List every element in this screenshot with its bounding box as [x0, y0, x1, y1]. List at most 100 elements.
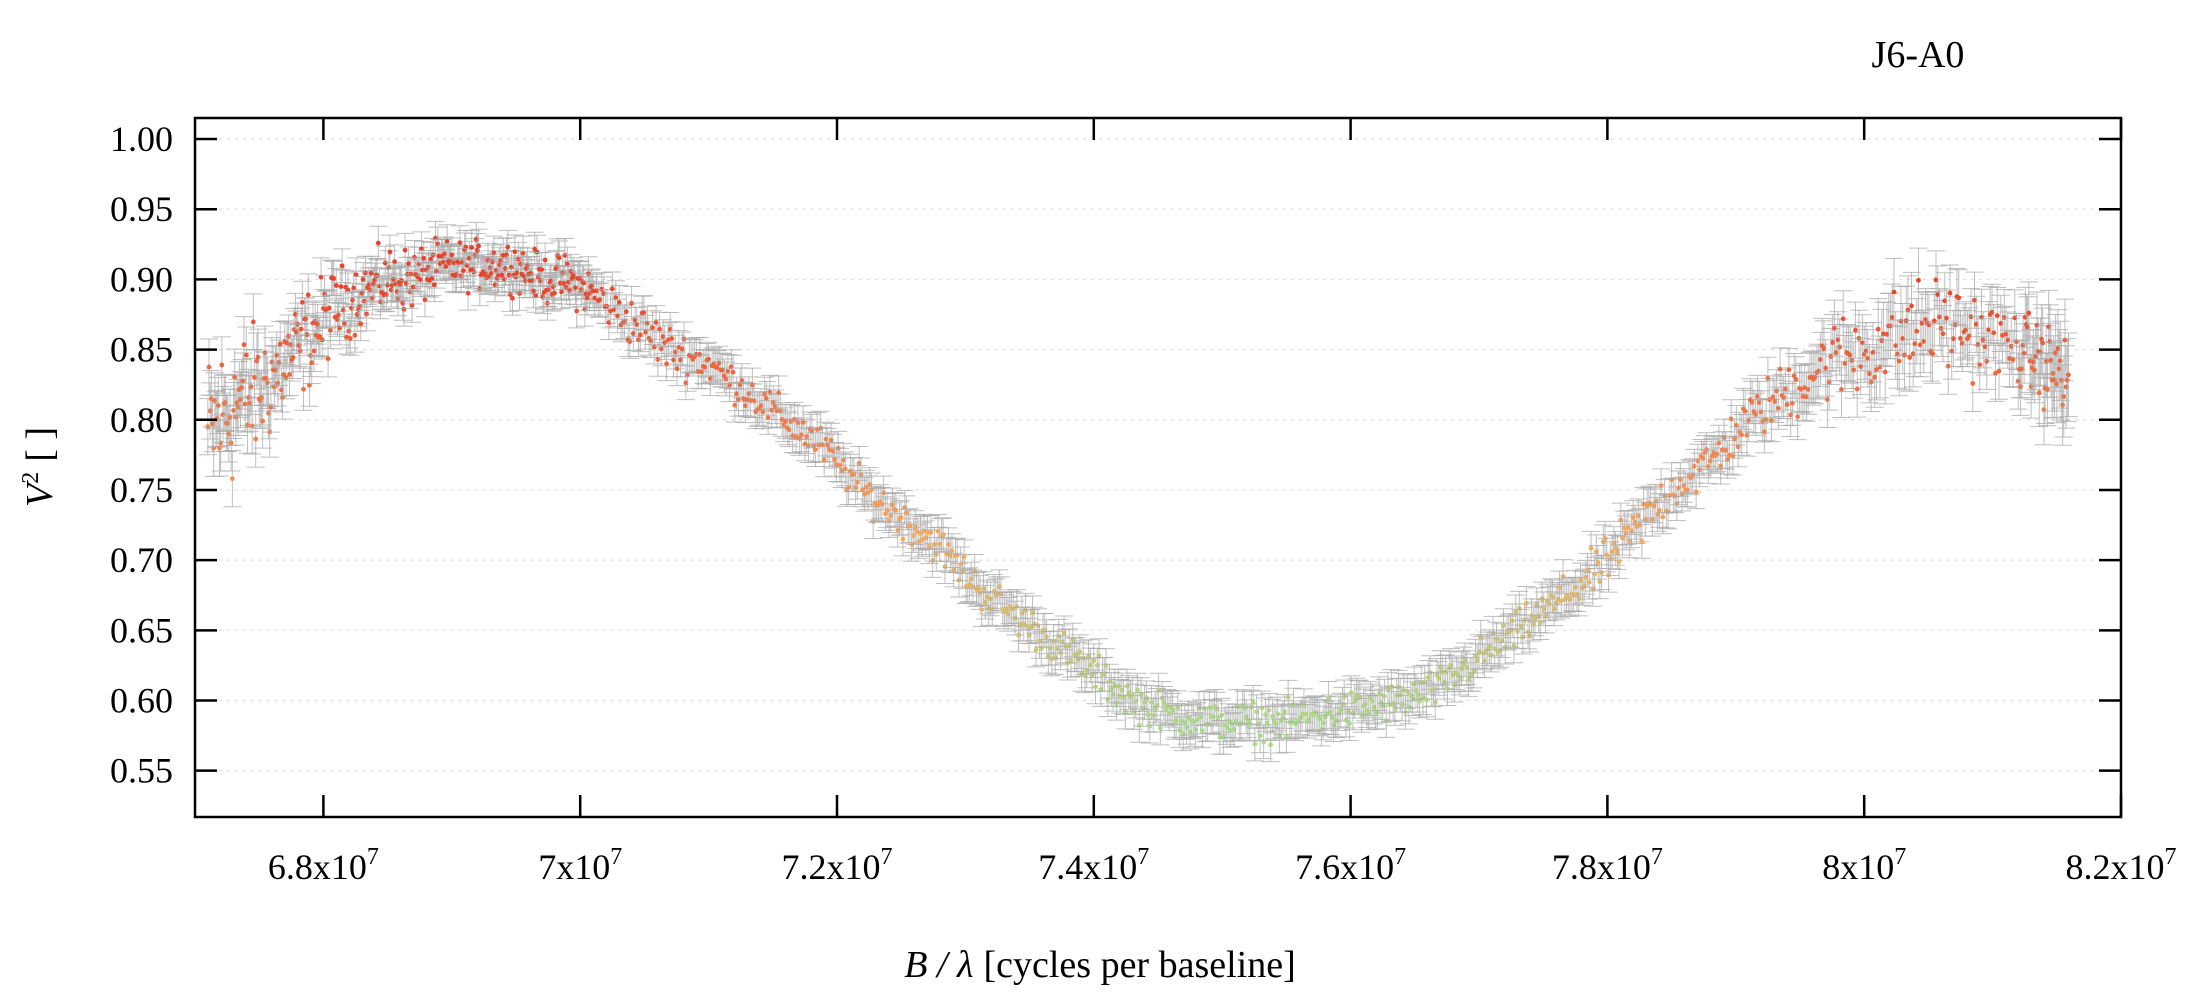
data-marker — [1157, 725, 1163, 731]
data-point — [1221, 713, 1240, 748]
data-marker — [1474, 658, 1480, 664]
data-marker — [253, 436, 259, 442]
data-point — [774, 407, 793, 443]
data-marker — [350, 297, 355, 303]
data-marker — [239, 385, 245, 391]
data-point — [904, 518, 923, 553]
data-marker — [793, 434, 799, 439]
data-point — [1629, 498, 1648, 534]
data-point — [1119, 675, 1138, 710]
data-marker — [240, 378, 246, 384]
data-marker — [292, 312, 298, 317]
data-marker — [1122, 709, 1128, 715]
data-marker — [1660, 514, 1666, 520]
data-marker — [900, 536, 906, 542]
data-point — [1531, 605, 1550, 640]
data-point — [1368, 695, 1387, 730]
data-point — [1132, 677, 1151, 712]
data-point — [1431, 650, 1450, 685]
data-point — [503, 280, 522, 316]
data-marker — [630, 331, 636, 336]
data-marker — [268, 404, 274, 410]
data-point — [1027, 632, 1046, 668]
data-marker — [1499, 638, 1505, 644]
data-point — [1184, 704, 1203, 740]
data-marker — [1586, 579, 1592, 585]
data-marker — [1436, 676, 1442, 681]
data-point — [1426, 685, 1445, 720]
data-point — [1158, 689, 1177, 724]
data-point — [1291, 700, 1310, 736]
data-marker — [301, 386, 306, 392]
data-point — [1650, 493, 1669, 528]
data-marker — [1511, 643, 1517, 649]
data-marker — [337, 325, 343, 331]
data-marker — [1275, 711, 1281, 717]
data-point — [1256, 697, 1275, 733]
data-marker — [338, 284, 344, 289]
data-point — [962, 561, 981, 597]
data-marker — [335, 317, 340, 322]
data-marker — [1077, 649, 1083, 655]
data-marker — [546, 287, 552, 293]
data-marker — [250, 319, 256, 325]
data-point — [1554, 559, 1573, 594]
data-point — [1736, 389, 1755, 433]
data-marker — [1413, 688, 1419, 693]
data-point — [692, 354, 711, 390]
data-point — [341, 321, 360, 356]
data-point — [1363, 683, 1382, 719]
data-marker — [297, 348, 303, 354]
data-marker — [1016, 632, 1021, 638]
data-point — [1406, 673, 1425, 708]
data-marker — [1557, 585, 1562, 591]
data-point — [1631, 507, 1650, 543]
data-marker — [1030, 610, 1035, 616]
data-point — [1566, 569, 1585, 605]
data-marker — [1119, 687, 1125, 693]
data-point — [820, 432, 839, 468]
data-marker — [1375, 710, 1380, 715]
data-marker — [1723, 448, 1729, 453]
data-point — [662, 321, 681, 356]
data-point — [1086, 669, 1105, 705]
data-marker — [1269, 713, 1275, 719]
data-marker — [1268, 742, 1274, 748]
data-point — [1403, 681, 1422, 717]
data-marker — [830, 448, 836, 454]
data-point — [1335, 679, 1354, 715]
data-marker — [1625, 525, 1631, 530]
data-marker — [514, 270, 520, 276]
data-marker — [1466, 677, 1471, 682]
data-marker — [837, 462, 843, 468]
data-marker — [375, 240, 381, 246]
data-marker — [1399, 701, 1405, 707]
data-marker — [1061, 630, 1067, 636]
data-marker — [932, 542, 937, 547]
data-marker — [1595, 559, 1601, 565]
data-marker — [725, 368, 731, 374]
data-marker — [1331, 722, 1337, 728]
data-marker — [967, 582, 972, 588]
data-marker — [988, 596, 993, 602]
data-point — [1550, 570, 1569, 606]
data-marker — [730, 369, 736, 375]
data-point — [657, 346, 676, 382]
data-point — [1102, 671, 1121, 707]
data-marker — [813, 447, 818, 453]
data-point — [1557, 578, 1576, 614]
data-point — [1494, 608, 1513, 643]
data-point — [344, 270, 363, 306]
data-marker — [1529, 613, 1534, 619]
data-marker — [1607, 556, 1613, 562]
data-marker — [368, 270, 374, 276]
data-marker — [751, 398, 757, 404]
data-marker — [419, 246, 424, 252]
data-point — [212, 336, 231, 394]
data-marker — [828, 437, 834, 443]
data-marker — [946, 542, 951, 548]
data-point — [974, 571, 993, 607]
data-marker — [832, 456, 838, 462]
data-point — [1181, 714, 1200, 750]
data-marker — [1121, 695, 1126, 700]
